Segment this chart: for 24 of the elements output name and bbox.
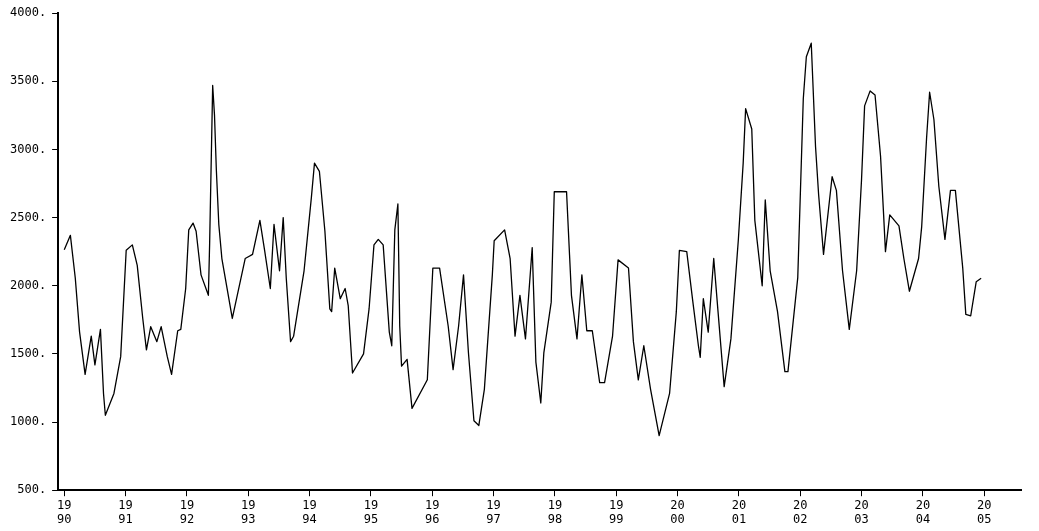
x-tick-label: 20 02: [792, 497, 808, 526]
x-tick-label: 19 99: [609, 497, 624, 526]
x-tick-label: 19 90: [57, 497, 72, 526]
y-tick-label: 4000.: [10, 5, 47, 20]
x-tick-label: 19 93: [241, 497, 256, 526]
y-tick-label: 500.: [17, 482, 47, 497]
y-tick-label: 2500.: [10, 209, 47, 224]
x-tick-label: 19 97: [486, 497, 501, 526]
x-tick-label: 19 94: [302, 497, 317, 526]
x-tick-label: 20 05: [976, 497, 992, 526]
x-tick-label: 19 91: [118, 497, 133, 526]
x-tick-label: 19 96: [425, 497, 440, 526]
x-tick-label: 20 04: [915, 497, 931, 526]
x-tick-label: 19 98: [547, 497, 563, 526]
y-tick-label: 3000.: [10, 141, 47, 156]
x-tick-label: 20 01: [731, 497, 747, 526]
y-tick-label: 2000.: [10, 277, 47, 292]
y-tick-label: 3500.: [10, 73, 47, 88]
x-tick-label: 19 92: [179, 497, 195, 526]
x-tick-label: 20 00: [670, 497, 685, 526]
x-tick-label: 20 03: [854, 497, 869, 526]
y-tick-label: 1000.: [10, 414, 47, 429]
x-tick-label: 19 95: [363, 497, 379, 526]
y-tick-label: 1500.: [10, 346, 47, 361]
